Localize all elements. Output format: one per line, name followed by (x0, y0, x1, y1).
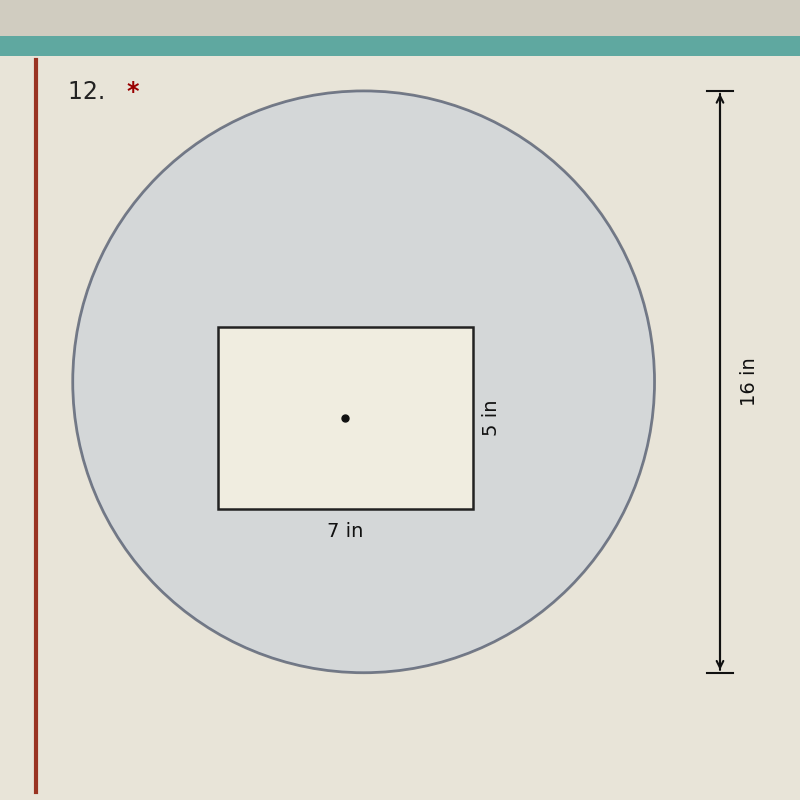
Text: 7 in: 7 in (327, 522, 364, 541)
Text: 5 in: 5 in (482, 400, 501, 437)
Bar (0, 0, 800, 36)
Bar (218, 327, 473, 509)
Text: 16 in: 16 in (740, 358, 759, 406)
Circle shape (73, 91, 654, 673)
Bar (0, 36, 800, 56)
Text: *: * (126, 80, 138, 104)
Text: 12.: 12. (68, 80, 113, 104)
